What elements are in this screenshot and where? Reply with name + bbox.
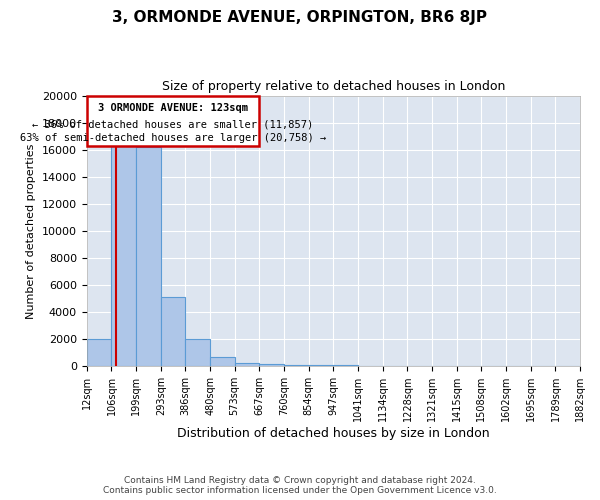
Bar [235, 363, 259, 366]
Bar [210, 356, 235, 366]
Bar [309, 365, 334, 366]
Bar [259, 364, 284, 366]
Bar [86, 339, 112, 366]
Bar [86, 96, 259, 146]
Text: 3, ORMONDE AVENUE, ORPINGTON, BR6 8JP: 3, ORMONDE AVENUE, ORPINGTON, BR6 8JP [113, 10, 487, 25]
Y-axis label: Number of detached properties: Number of detached properties [26, 143, 36, 318]
Bar [161, 297, 185, 366]
Text: 63% of semi-detached houses are larger (20,758) →: 63% of semi-detached houses are larger (… [20, 133, 326, 143]
X-axis label: Distribution of detached houses by size in London: Distribution of detached houses by size … [177, 427, 490, 440]
Bar [185, 339, 210, 366]
Text: 3 ORMONDE AVENUE: 123sqm: 3 ORMONDE AVENUE: 123sqm [98, 103, 248, 113]
Bar [136, 147, 161, 366]
Title: Size of property relative to detached houses in London: Size of property relative to detached ho… [161, 80, 505, 93]
Bar [284, 365, 309, 366]
Text: Contains HM Land Registry data © Crown copyright and database right 2024.
Contai: Contains HM Land Registry data © Crown c… [103, 476, 497, 495]
Bar [112, 143, 136, 366]
Text: ← 36% of detached houses are smaller (11,857): ← 36% of detached houses are smaller (11… [32, 120, 314, 130]
